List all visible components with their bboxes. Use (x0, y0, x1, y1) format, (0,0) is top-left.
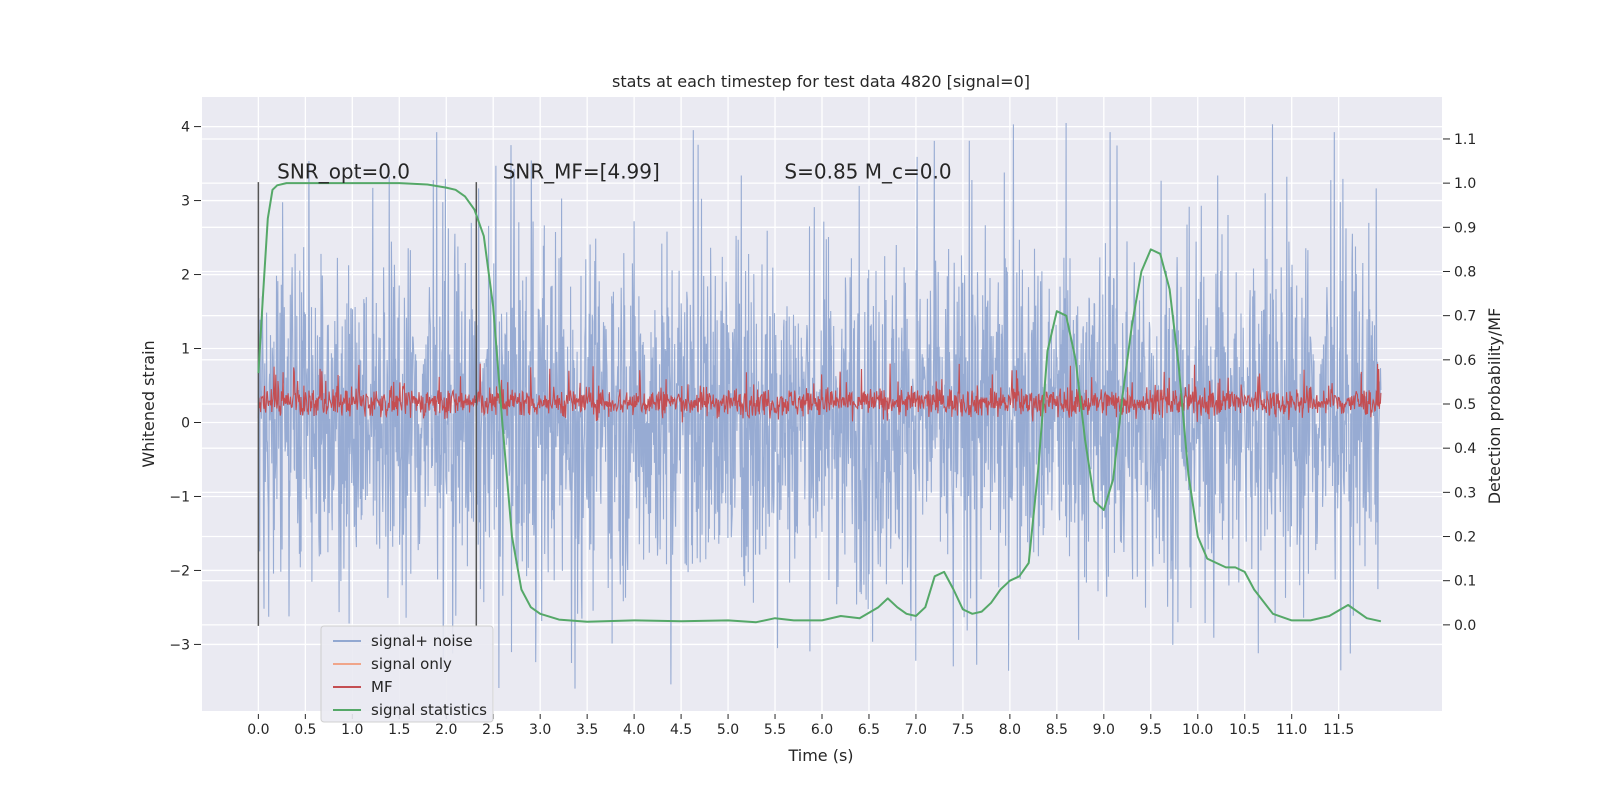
x-tick-label: 6.5 (858, 722, 880, 738)
x-tick-label: 10.5 (1229, 722, 1260, 738)
x-tick-label: 10.0 (1182, 722, 1213, 738)
y-tick-label: 0 (181, 415, 190, 431)
y2-tick-label: 0.8 (1454, 264, 1476, 280)
x-tick-label: 9.0 (1093, 722, 1115, 738)
x-tick-label: 2.5 (482, 722, 504, 738)
y-tick-label: 4 (181, 120, 190, 136)
legend-label: signal statistics (371, 701, 487, 719)
x-tick-label: 3.0 (529, 722, 551, 738)
y2-tick-label: 0.1 (1454, 574, 1476, 590)
x-tick-label: 11.0 (1276, 722, 1307, 738)
x-tick-label: 5.5 (764, 722, 786, 738)
y2-tick-label: 1.0 (1454, 176, 1476, 192)
y-tick-label: 3 (181, 194, 190, 210)
x-tick-label: 8.5 (1046, 722, 1068, 738)
chart-title: stats at each timestep for test data 482… (612, 72, 1030, 91)
x-axis-label: Time (s) (787, 746, 853, 765)
legend-items: signal+ noise signal only MF signal statist… (333, 632, 487, 719)
annotations: SNR_opt=0.0 SNR_MF=[4.99] S=0.85 M_c=0.0 (277, 159, 951, 183)
x-tick-label: 4.5 (670, 722, 692, 738)
signal-statistics-series (257, 182, 1382, 624)
x-tick-label: 6.0 (811, 722, 833, 738)
signal-noise-line (257, 122, 1382, 689)
x-tick-label: 0.0 (247, 722, 269, 738)
x-tick-label: 3.5 (576, 722, 598, 738)
y-tick-label: −2 (169, 563, 190, 579)
x-tick-label: 11.5 (1323, 722, 1354, 738)
y2-tick-label: 0.3 (1454, 485, 1476, 501)
y2-tick-label: 0.5 (1454, 397, 1476, 413)
y2-tick-label: 0.6 (1454, 353, 1476, 369)
x-tick-label: 8.0 (999, 722, 1021, 738)
x-tick-label: 4.0 (623, 722, 645, 738)
x-tick-label: 0.5 (294, 722, 316, 738)
y-tick-label: −3 (169, 637, 190, 653)
x-tick-label: 1.0 (341, 722, 363, 738)
x-tick-label: 9.5 (1140, 722, 1162, 738)
y2-tick-label: 0.9 (1454, 220, 1476, 236)
y-tick-label: 1 (181, 342, 190, 358)
y-tick-label: −1 (169, 489, 190, 505)
y-ticks: −3 −2 −1 0 1 2 3 4 (169, 120, 201, 653)
y2-tick-label: 0.2 (1454, 530, 1476, 546)
mf-line (257, 363, 1382, 423)
x-ticks: 0.0 0.5 1.0 1.5 2.0 2.5 3.0 3.5 4.0 4.5 5.0 5.5 6.0 6… (247, 714, 1354, 738)
y2-tick-label: 0.7 (1454, 309, 1476, 325)
annotation-text: SNR_MF=[4.99] (503, 159, 660, 183)
y2-ticks: 0.0 0.1 0.2 0.3 0.4 0.5 0.6 0.7 0.8 0.9 1.0 1.1 (1443, 132, 1476, 634)
x-tick-label: 7.5 (952, 722, 974, 738)
signal-noise-series (257, 122, 1382, 689)
signal-statistics-line (257, 182, 1382, 624)
legend: signal+ noise signal only MF signal statist… (320, 625, 494, 723)
y2-tick-label: 1.1 (1454, 132, 1476, 148)
legend-label: signal only (371, 655, 452, 673)
legend-label: signal+ noise (371, 632, 473, 650)
x-tick-label: 1.5 (388, 722, 410, 738)
y-axis-label: Whitened strain (139, 340, 158, 467)
mf-series (257, 363, 1382, 423)
annotation-text: S=0.85 M_c=0.0 (784, 159, 951, 183)
y2-axis-label: Detection probability/MF (1485, 308, 1504, 505)
annotation-text: SNR_opt=0.0 (277, 159, 410, 183)
x-tick-label: 7.0 (905, 722, 927, 738)
x-tick-label: 2.0 (435, 722, 457, 738)
legend-label: MF (371, 678, 393, 696)
marker-lines (257, 182, 478, 626)
y2-tick-label: 0.4 (1454, 441, 1476, 457)
y2-tick-label: 0.0 (1454, 618, 1476, 634)
legend-box (320, 625, 494, 723)
x-tick-label: 5.0 (717, 722, 739, 738)
y-tick-label: 2 (181, 268, 190, 284)
